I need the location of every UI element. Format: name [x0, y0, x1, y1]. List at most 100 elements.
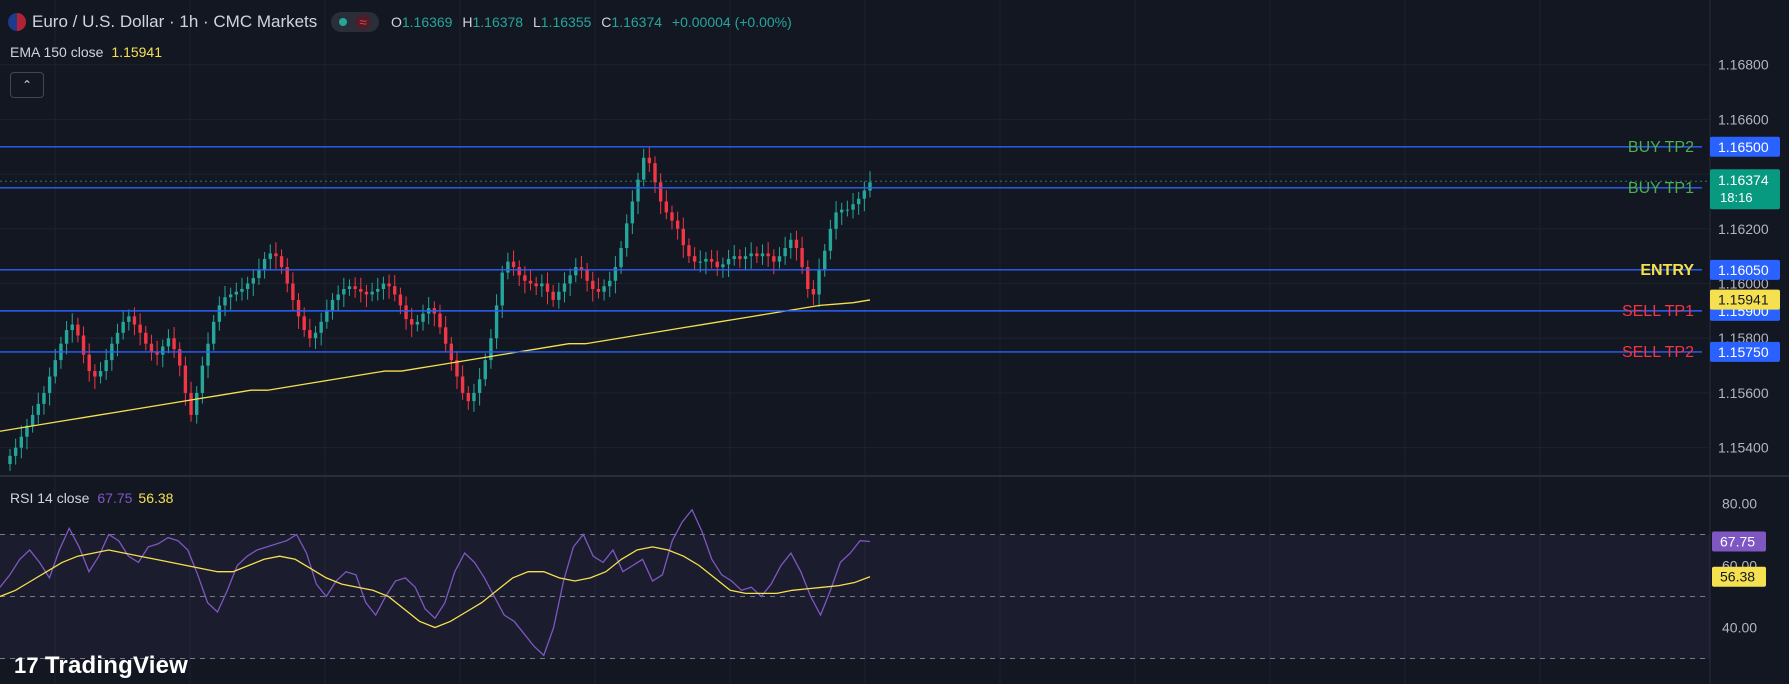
- symbol-title[interactable]: Euro / U.S. Dollar · 1h · CMC Markets: [32, 12, 318, 31]
- candle-body: [42, 392, 46, 404]
- candle-body: [568, 275, 572, 284]
- candle-body: [8, 455, 12, 465]
- rsi-legend[interactable]: RSI 14 close 67.75 56.38: [10, 490, 173, 506]
- candle-body: [800, 247, 804, 268]
- current-price-tag: [1710, 169, 1780, 210]
- candle-body: [443, 327, 448, 344]
- price-axis-tick: 1.16800: [1718, 57, 1769, 73]
- tradingview-logo-icon: 17: [14, 653, 39, 678]
- candle-body: [743, 256, 748, 259]
- candle-body: [178, 349, 182, 366]
- candle-body: [851, 204, 855, 210]
- candle-body: [455, 360, 459, 377]
- candle-body: [398, 294, 403, 306]
- candle-body: [766, 253, 770, 257]
- candle-body: [828, 228, 833, 251]
- candle-body: [698, 261, 702, 263]
- candle-body: [296, 299, 301, 317]
- ema-label: EMA 150 close: [10, 44, 104, 60]
- candle-body: [166, 338, 171, 347]
- collapse-legend-button[interactable]: ⌃: [10, 72, 44, 98]
- ema-value: 1.15941: [111, 44, 162, 60]
- candle-body: [721, 264, 725, 268]
- candle-body: [675, 220, 680, 229]
- candle-body: [585, 269, 589, 281]
- candle-body: [161, 346, 165, 355]
- candle-body: [557, 291, 561, 300]
- candle-body: [330, 299, 335, 311]
- candle-body: [862, 190, 867, 199]
- candle-body: [653, 163, 657, 183]
- candle-body: [87, 354, 91, 372]
- candle-body: [545, 283, 550, 292]
- ema-price-tag: [1710, 289, 1780, 310]
- candle-body: [376, 289, 380, 292]
- candle-body: [517, 267, 521, 276]
- chart-header: Euro / U.S. Dollar · 1h · CMC Markets ≈ …: [8, 12, 798, 32]
- candle-body: [540, 283, 544, 287]
- candle-body: [393, 286, 397, 295]
- wave-icon: ≈: [355, 14, 371, 30]
- open-label: O: [390, 14, 402, 30]
- candle-body: [291, 283, 295, 300]
- rsi-ma-value: 56.38: [138, 490, 174, 506]
- market-open-dot-icon: [339, 18, 348, 26]
- candle-body: [325, 310, 329, 322]
- candle-body: [200, 365, 205, 393]
- level-label: SELL TP2: [1622, 344, 1694, 361]
- change-value: +0.00004 (+0.00%): [671, 14, 792, 30]
- candle-body: [840, 209, 844, 213]
- level-label: BUY TP1: [1628, 180, 1694, 197]
- candle-body: [811, 289, 816, 295]
- candle-body: [749, 253, 753, 257]
- candle-body: [262, 258, 267, 270]
- candle-body: [783, 247, 787, 257]
- candle-body: [415, 321, 420, 325]
- candle-body: [760, 253, 765, 257]
- candle-body: [183, 365, 188, 393]
- rsi-ma-line: [0, 546, 871, 629]
- candle-body: [319, 321, 323, 333]
- level-price-tag: [1710, 136, 1780, 157]
- candle-body: [19, 436, 24, 448]
- ema-legend[interactable]: EMA 150 close 1.15941: [10, 44, 162, 60]
- rsi-value-tag-label: 67.75: [1720, 533, 1755, 549]
- price-axis-tick: 1.15400: [1718, 440, 1769, 456]
- close-label: C: [601, 14, 612, 30]
- candle-body: [285, 267, 289, 284]
- candle-body: [562, 283, 567, 292]
- candle-body: [115, 332, 120, 344]
- ohlc-readout: O1.16369 H1.16378 L1.16355 C1.16374 +0.0…: [391, 14, 798, 30]
- candle-body: [845, 209, 850, 211]
- candle-body: [127, 316, 131, 322]
- rsi-value-tag: [1712, 531, 1766, 552]
- candle-body: [738, 256, 742, 259]
- low-label: L: [532, 14, 541, 30]
- candle-body: [30, 414, 35, 426]
- candle-body: [189, 392, 193, 415]
- candle-body: [789, 239, 793, 248]
- candle-body: [70, 324, 74, 331]
- market-status-pill[interactable]: ≈: [331, 12, 379, 32]
- candle-body: [551, 291, 555, 300]
- candle-body: [630, 201, 635, 224]
- low-value: 1.16355: [540, 14, 592, 30]
- candle-body: [217, 305, 222, 322]
- candle-body: [359, 289, 363, 292]
- candle-body: [347, 286, 352, 289]
- candle-body: [104, 360, 108, 372]
- high-label: H: [462, 14, 473, 30]
- candle-body: [709, 258, 714, 262]
- rsi-axis-tick: 40.00: [1722, 620, 1757, 636]
- candle-body: [625, 223, 629, 248]
- candle-body: [364, 291, 369, 295]
- candle-body: [25, 425, 29, 437]
- candle-body: [342, 289, 346, 295]
- candle-body: [483, 360, 487, 380]
- rsi-axis-tick: 80.00: [1722, 496, 1757, 512]
- candle-body: [460, 376, 465, 393]
- candle-body: [76, 324, 80, 336]
- candle-body: [834, 212, 838, 229]
- candle-body: [619, 247, 623, 268]
